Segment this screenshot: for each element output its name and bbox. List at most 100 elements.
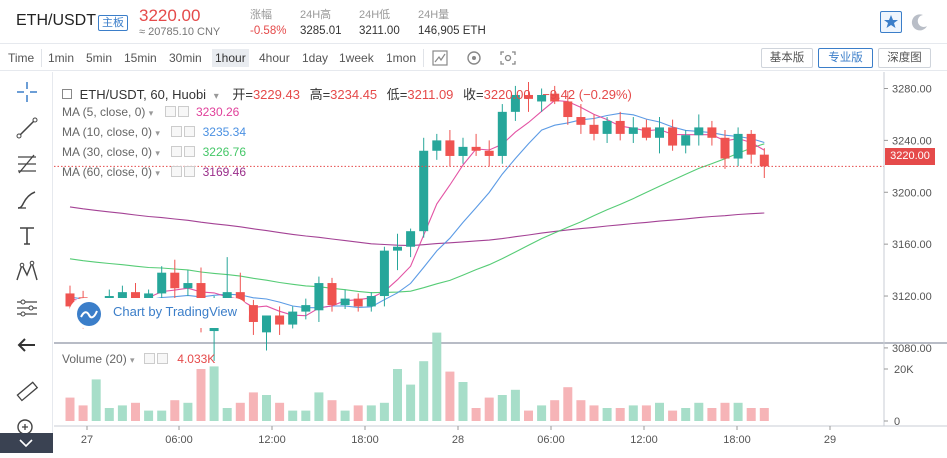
volume-bar	[615, 408, 625, 421]
back-arrow-icon[interactable]	[14, 332, 40, 358]
x-tick-label: 18:00	[351, 434, 379, 446]
volume-bar	[314, 392, 324, 421]
volume-bar	[117, 405, 127, 421]
candle-body	[157, 272, 167, 294]
tradingview-watermark[interactable]	[69, 298, 249, 328]
close-icon[interactable]	[184, 146, 196, 157]
basic-view-button[interactable]: 基本版	[761, 48, 813, 68]
brush-icon[interactable]	[14, 187, 40, 213]
collapse-legend-icon[interactable]	[62, 89, 72, 99]
close-icon[interactable]	[184, 126, 196, 137]
close-icon[interactable]	[177, 106, 189, 117]
ma-value: 3169.46	[202, 165, 246, 179]
ma-line-60	[69, 206, 765, 247]
cny-price: ≈ 20785.10 CNY	[139, 26, 221, 38]
candle-body	[275, 315, 285, 325]
ma10-legend[interactable]: MA (10, close, 0) ▾ 3235.34	[62, 125, 246, 139]
change-value: −9.42 (−0.29%)	[542, 87, 632, 102]
candle-body	[471, 146, 481, 151]
price-chart[interactable]: 3280.00 3240.00 3200.00 3160.00 3120.00 3080.…	[54, 72, 947, 453]
tf-1week[interactable]: 1week	[339, 51, 374, 65]
volume-legend[interactable]: Volume (20) ▾ 4.033K	[62, 352, 216, 366]
tf-time[interactable]: Time	[8, 51, 35, 65]
low-label: 低=	[386, 87, 408, 102]
settings-icon[interactable]	[171, 126, 183, 137]
moon-icon[interactable]	[909, 11, 931, 33]
tradingview-text[interactable]: Chart by TradingView	[113, 304, 238, 319]
volume-bar	[510, 389, 520, 421]
volume-bar	[327, 400, 337, 421]
tf-1mon[interactable]: 1mon	[386, 51, 417, 65]
volume-bar	[681, 408, 691, 421]
high-value: 3234.45	[330, 87, 378, 102]
x-tick-label: 18:00	[723, 434, 751, 446]
tradingview-logo-icon	[77, 302, 101, 326]
ma-value: 3235.34	[202, 125, 246, 139]
candle-body	[131, 292, 140, 304]
tf-5min[interactable]: 5min	[86, 51, 113, 65]
volume-bar	[379, 402, 389, 421]
candle-body	[379, 250, 389, 297]
settings-icon[interactable]	[164, 106, 176, 117]
tf-30min[interactable]: 30min	[169, 51, 202, 65]
tf-1min[interactable]: 1min	[48, 51, 75, 65]
y-tick-label: 3240.00	[892, 135, 932, 147]
tf-1day[interactable]: 1day	[302, 51, 329, 65]
volume-bar	[275, 402, 285, 421]
ruler-icon[interactable]	[14, 378, 40, 404]
pattern-tool-icon[interactable]	[14, 259, 40, 285]
ma5-legend[interactable]: MA (5, close, 0) ▾ 3230.26	[62, 105, 240, 119]
volume-bar	[196, 369, 206, 421]
indicator-settings-icon[interactable]	[464, 49, 484, 67]
stat-label: 涨幅	[250, 9, 272, 21]
candle-body	[183, 283, 193, 289]
volume-bar	[733, 402, 743, 421]
ma30-legend[interactable]: MA (30, close, 0) ▾ 3226.76	[62, 145, 246, 159]
volume-bar	[65, 397, 75, 421]
candle-body	[497, 111, 507, 156]
volume-bar	[248, 392, 258, 421]
y-tick-label: 3080.00	[892, 343, 932, 355]
line-chart-icon[interactable]	[430, 49, 450, 67]
settings-icon[interactable]	[171, 146, 183, 157]
text-tool-icon[interactable]	[14, 223, 40, 249]
candle-body	[262, 315, 271, 333]
tf-15min[interactable]: 15min	[124, 51, 157, 65]
fib-tool-icon[interactable]	[14, 151, 40, 177]
chart-title: ETH/USDT, 60, Huobi	[79, 87, 207, 102]
ma-value: 3226.76	[202, 145, 246, 159]
volume-bar	[366, 405, 376, 421]
stat-change: 涨幅 -0.58%	[250, 8, 286, 40]
depth-chart-button[interactable]: 深度图	[878, 48, 931, 68]
settings-icon[interactable]	[171, 166, 183, 177]
crosshair-icon[interactable]	[14, 79, 40, 105]
measure-tool-icon[interactable]	[14, 295, 40, 321]
candle-body	[537, 94, 547, 102]
candle-body	[314, 283, 324, 311]
volume-bar	[406, 384, 416, 421]
close-icon[interactable]	[156, 353, 168, 364]
candle-body	[65, 293, 75, 307]
ma60-legend[interactable]: MA (60, close, 0) ▾ 3169.46	[62, 165, 246, 179]
screenshot-icon[interactable]	[498, 49, 518, 67]
close-icon[interactable]	[184, 166, 196, 177]
trend-line-icon[interactable]	[14, 115, 40, 141]
collapse-toolbar-button[interactable]	[0, 433, 53, 453]
star-icon[interactable]	[880, 11, 902, 33]
volume-bar	[157, 410, 167, 421]
volume-bar	[144, 410, 154, 421]
legend-dropdown-icon[interactable]: ▾	[213, 91, 219, 102]
pro-view-button[interactable]: 专业版	[818, 48, 873, 68]
stat-label: 24H高	[300, 9, 332, 21]
high-label: 高=	[309, 87, 331, 102]
volume-bar	[537, 405, 547, 421]
volume-bar	[288, 410, 298, 421]
volume-bar	[628, 405, 638, 421]
settings-icon[interactable]	[143, 353, 155, 364]
candle-body	[694, 127, 704, 136]
volume-bar	[170, 400, 180, 421]
tf-4hour[interactable]: 4hour	[259, 51, 290, 65]
volume-bar	[183, 402, 193, 421]
volume-bar	[301, 410, 311, 421]
tf-1hour[interactable]: 1hour	[212, 49, 249, 67]
